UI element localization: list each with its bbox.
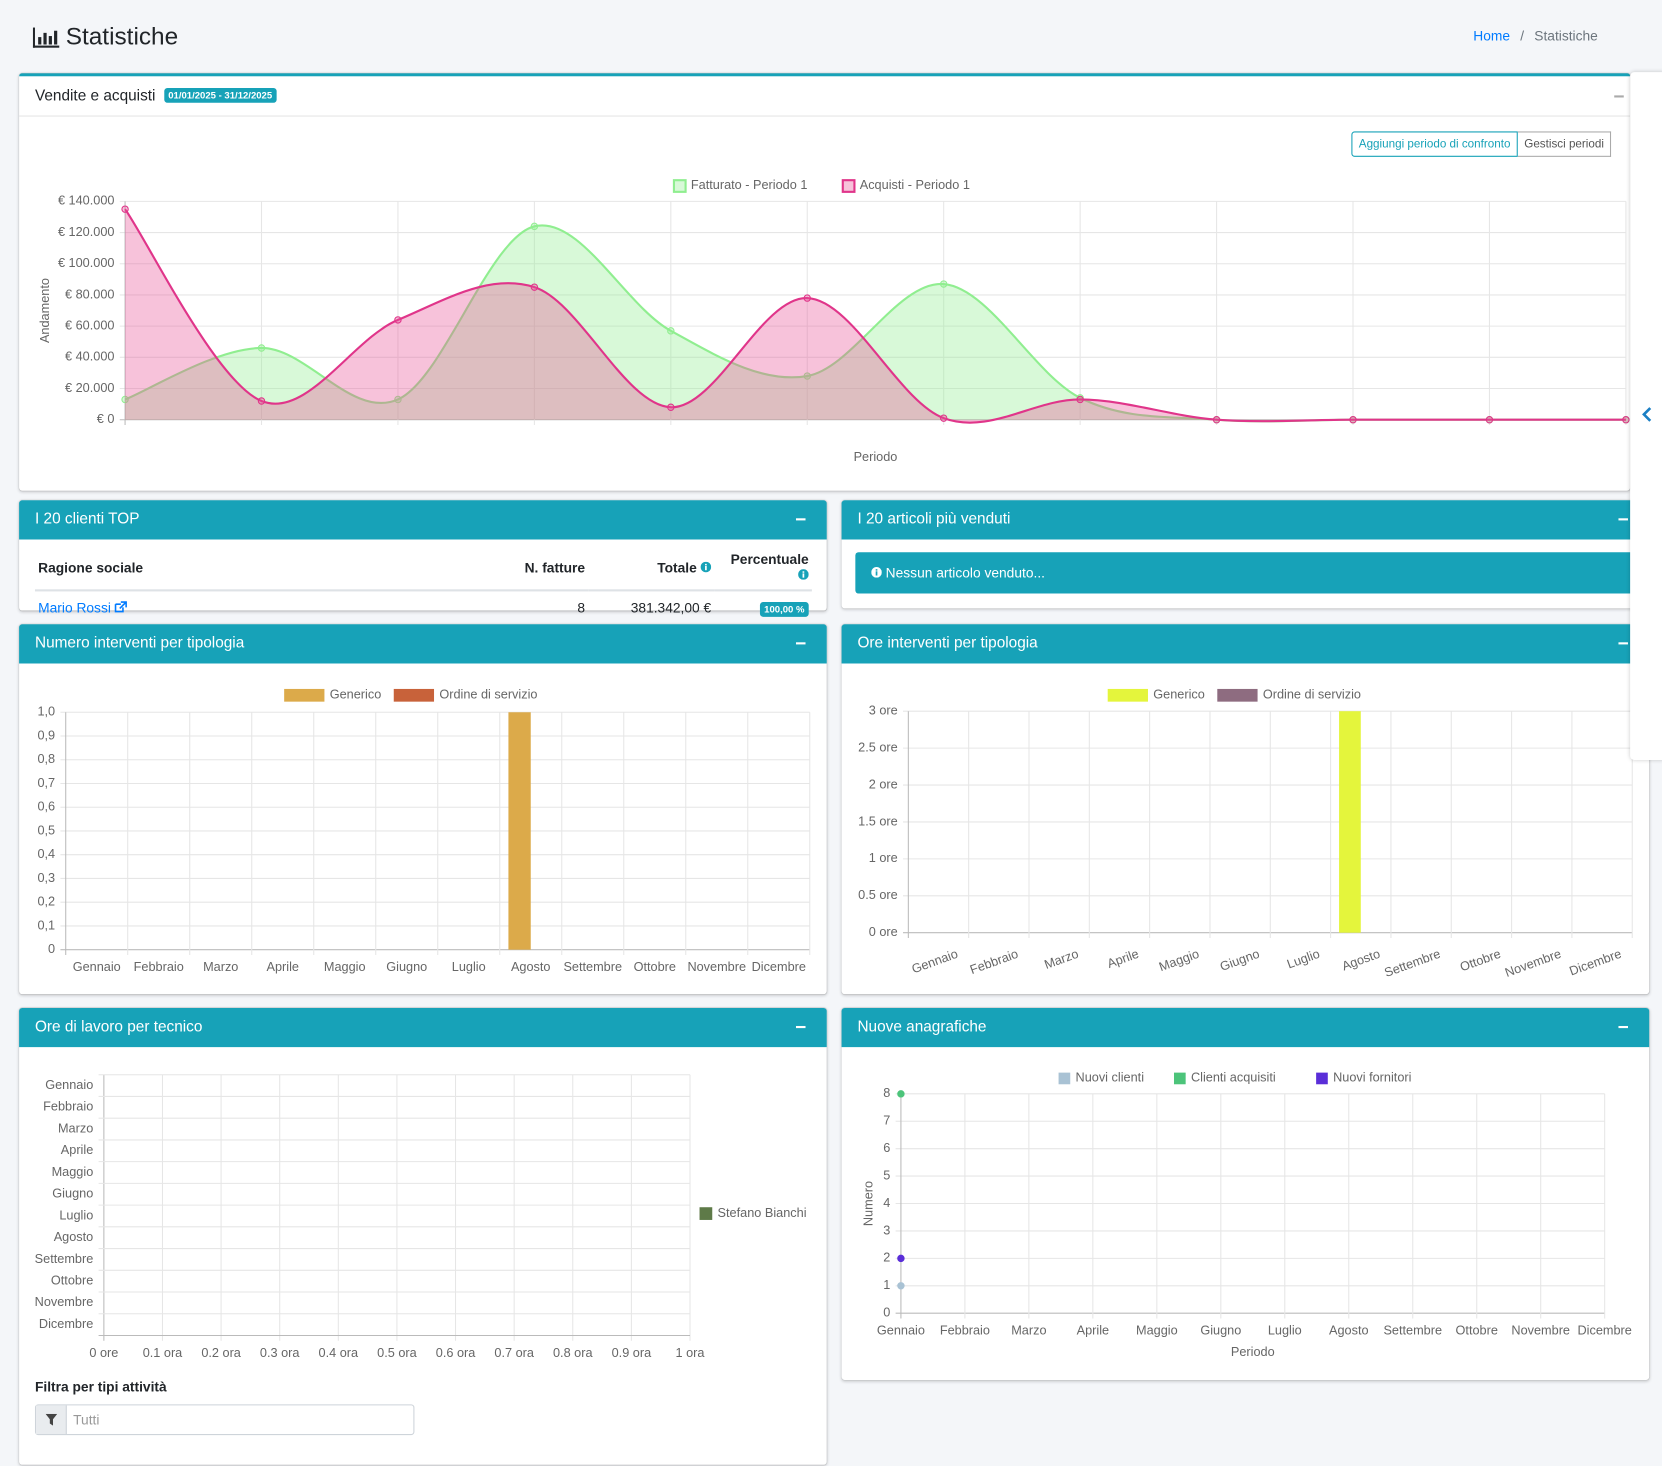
activity-filter[interactable]: Tutti: [34, 1404, 415, 1436]
chevron-icon: [1642, 407, 1652, 422]
percentage-badge: 100,00 %: [759, 602, 809, 617]
column-header: Ragione sociale: [34, 544, 487, 592]
total: 381.342,00 €: [630, 599, 712, 616]
card-title: I 20 clienti TOP: [34, 510, 140, 528]
card-header: Ore interventi per tipologia: [841, 624, 1650, 664]
period-badge: 01/01/2025 - 31/12/2025: [163, 87, 277, 103]
card-header: I 20 clienti TOP: [19, 500, 827, 540]
breadcrumb-link[interactable]: Home: [1473, 27, 1511, 44]
filter-placeholder: Tutti: [73, 1411, 100, 1428]
interventions-count-card: Numero interventi per tipologia: [19, 624, 827, 995]
card-title: I 20 articoli più venduti: [857, 510, 1011, 528]
interventions-hours-card: Ore interventi per tipologia: [841, 624, 1650, 995]
collapse-button[interactable]: [1618, 518, 1629, 521]
column-header: N. fatture: [486, 544, 589, 592]
alert-text: Nessun articolo venduto...: [885, 564, 1045, 581]
card-header: Numero interventi per tipologia: [19, 624, 827, 664]
info-icon: [871, 567, 882, 578]
collapse-button[interactable]: [795, 1025, 806, 1029]
card-header: Nuove anagrafiche: [841, 1007, 1650, 1048]
page-title: Statistiche: [65, 22, 179, 50]
table-header: Ragione sociale N. fatture Totale Percen…: [34, 544, 812, 592]
header-text: Totale: [657, 559, 697, 575]
info-icon: [798, 569, 809, 580]
stats-icon: [32, 27, 60, 48]
articles-card: I 20 articoli più venduti Nessun articol…: [841, 500, 1650, 609]
collapse-button[interactable]: [795, 518, 806, 521]
percentage: 100,00 %: [714, 590, 812, 624]
empty-alert: Nessun articolo venduto...: [855, 552, 1650, 594]
collapse-button[interactable]: [1614, 95, 1624, 98]
column-header: Totale: [588, 544, 715, 592]
filter-addon: [36, 1405, 67, 1435]
sidebar-toggle[interactable]: [1630, 72, 1662, 760]
invoice-count: 8: [577, 599, 586, 616]
column-header: Percentuale: [714, 544, 812, 592]
breadcrumb-current: Statistiche: [1534, 27, 1598, 44]
card-header: I 20 articoli più venduti: [841, 500, 1650, 540]
table-row: Mario Rossi 8 381.342,00 € 100,00 %: [35, 590, 812, 624]
collapse-button[interactable]: [795, 642, 806, 645]
card-header: Vendite e acquisti 01/01/2025 - 31/12/20…: [19, 76, 1631, 117]
collapse-button[interactable]: [1618, 1025, 1629, 1029]
manage-periods-button[interactable]: Gestisci periodi: [1517, 131, 1612, 157]
button-group: Aggiungi periodo di confronto Gestisci p…: [1351, 131, 1612, 157]
card-header: Ore di lavoro per tecnico: [19, 1007, 827, 1048]
clients-table: Ragione sociale N. fatture Totale Percen…: [34, 544, 812, 624]
add-period-button[interactable]: Aggiungi periodo di confronto: [1351, 131, 1518, 157]
collapse-button[interactable]: [1618, 642, 1629, 645]
sales-card: Vendite e acquisti 01/01/2025 - 31/12/20…: [19, 73, 1631, 491]
button-label: Aggiungi periodo di confronto: [1358, 137, 1511, 151]
external-link-icon: [114, 601, 128, 613]
client-name: Mario Rossi: [38, 599, 111, 616]
new-records-card: Nuove anagrafiche: [841, 1007, 1650, 1380]
card-title: Nuove anagrafiche: [857, 1018, 987, 1036]
card-title: Ore interventi per tipologia: [857, 634, 1038, 652]
header-text: Percentuale: [730, 551, 809, 568]
technician-hours-card: Ore di lavoro per tecnico Filtra per tip…: [19, 1007, 827, 1465]
clients-card: I 20 clienti TOP Ragione sociale N. fatt…: [19, 500, 827, 617]
client-link[interactable]: Mario Rossi: [35, 590, 487, 624]
card-title: Vendite e acquisti: [34, 87, 156, 105]
card-title: Numero interventi per tipologia: [34, 634, 245, 652]
breadcrumb: Home / Statistiche: [1473, 27, 1598, 44]
info-icon: [700, 561, 712, 572]
button-label: Gestisci periodi: [1524, 137, 1604, 151]
card-title: Ore di lavoro per tecnico: [34, 1018, 203, 1036]
filter-icon: [45, 1413, 57, 1426]
filter-label: Filtra per tipi attività: [34, 1378, 167, 1395]
